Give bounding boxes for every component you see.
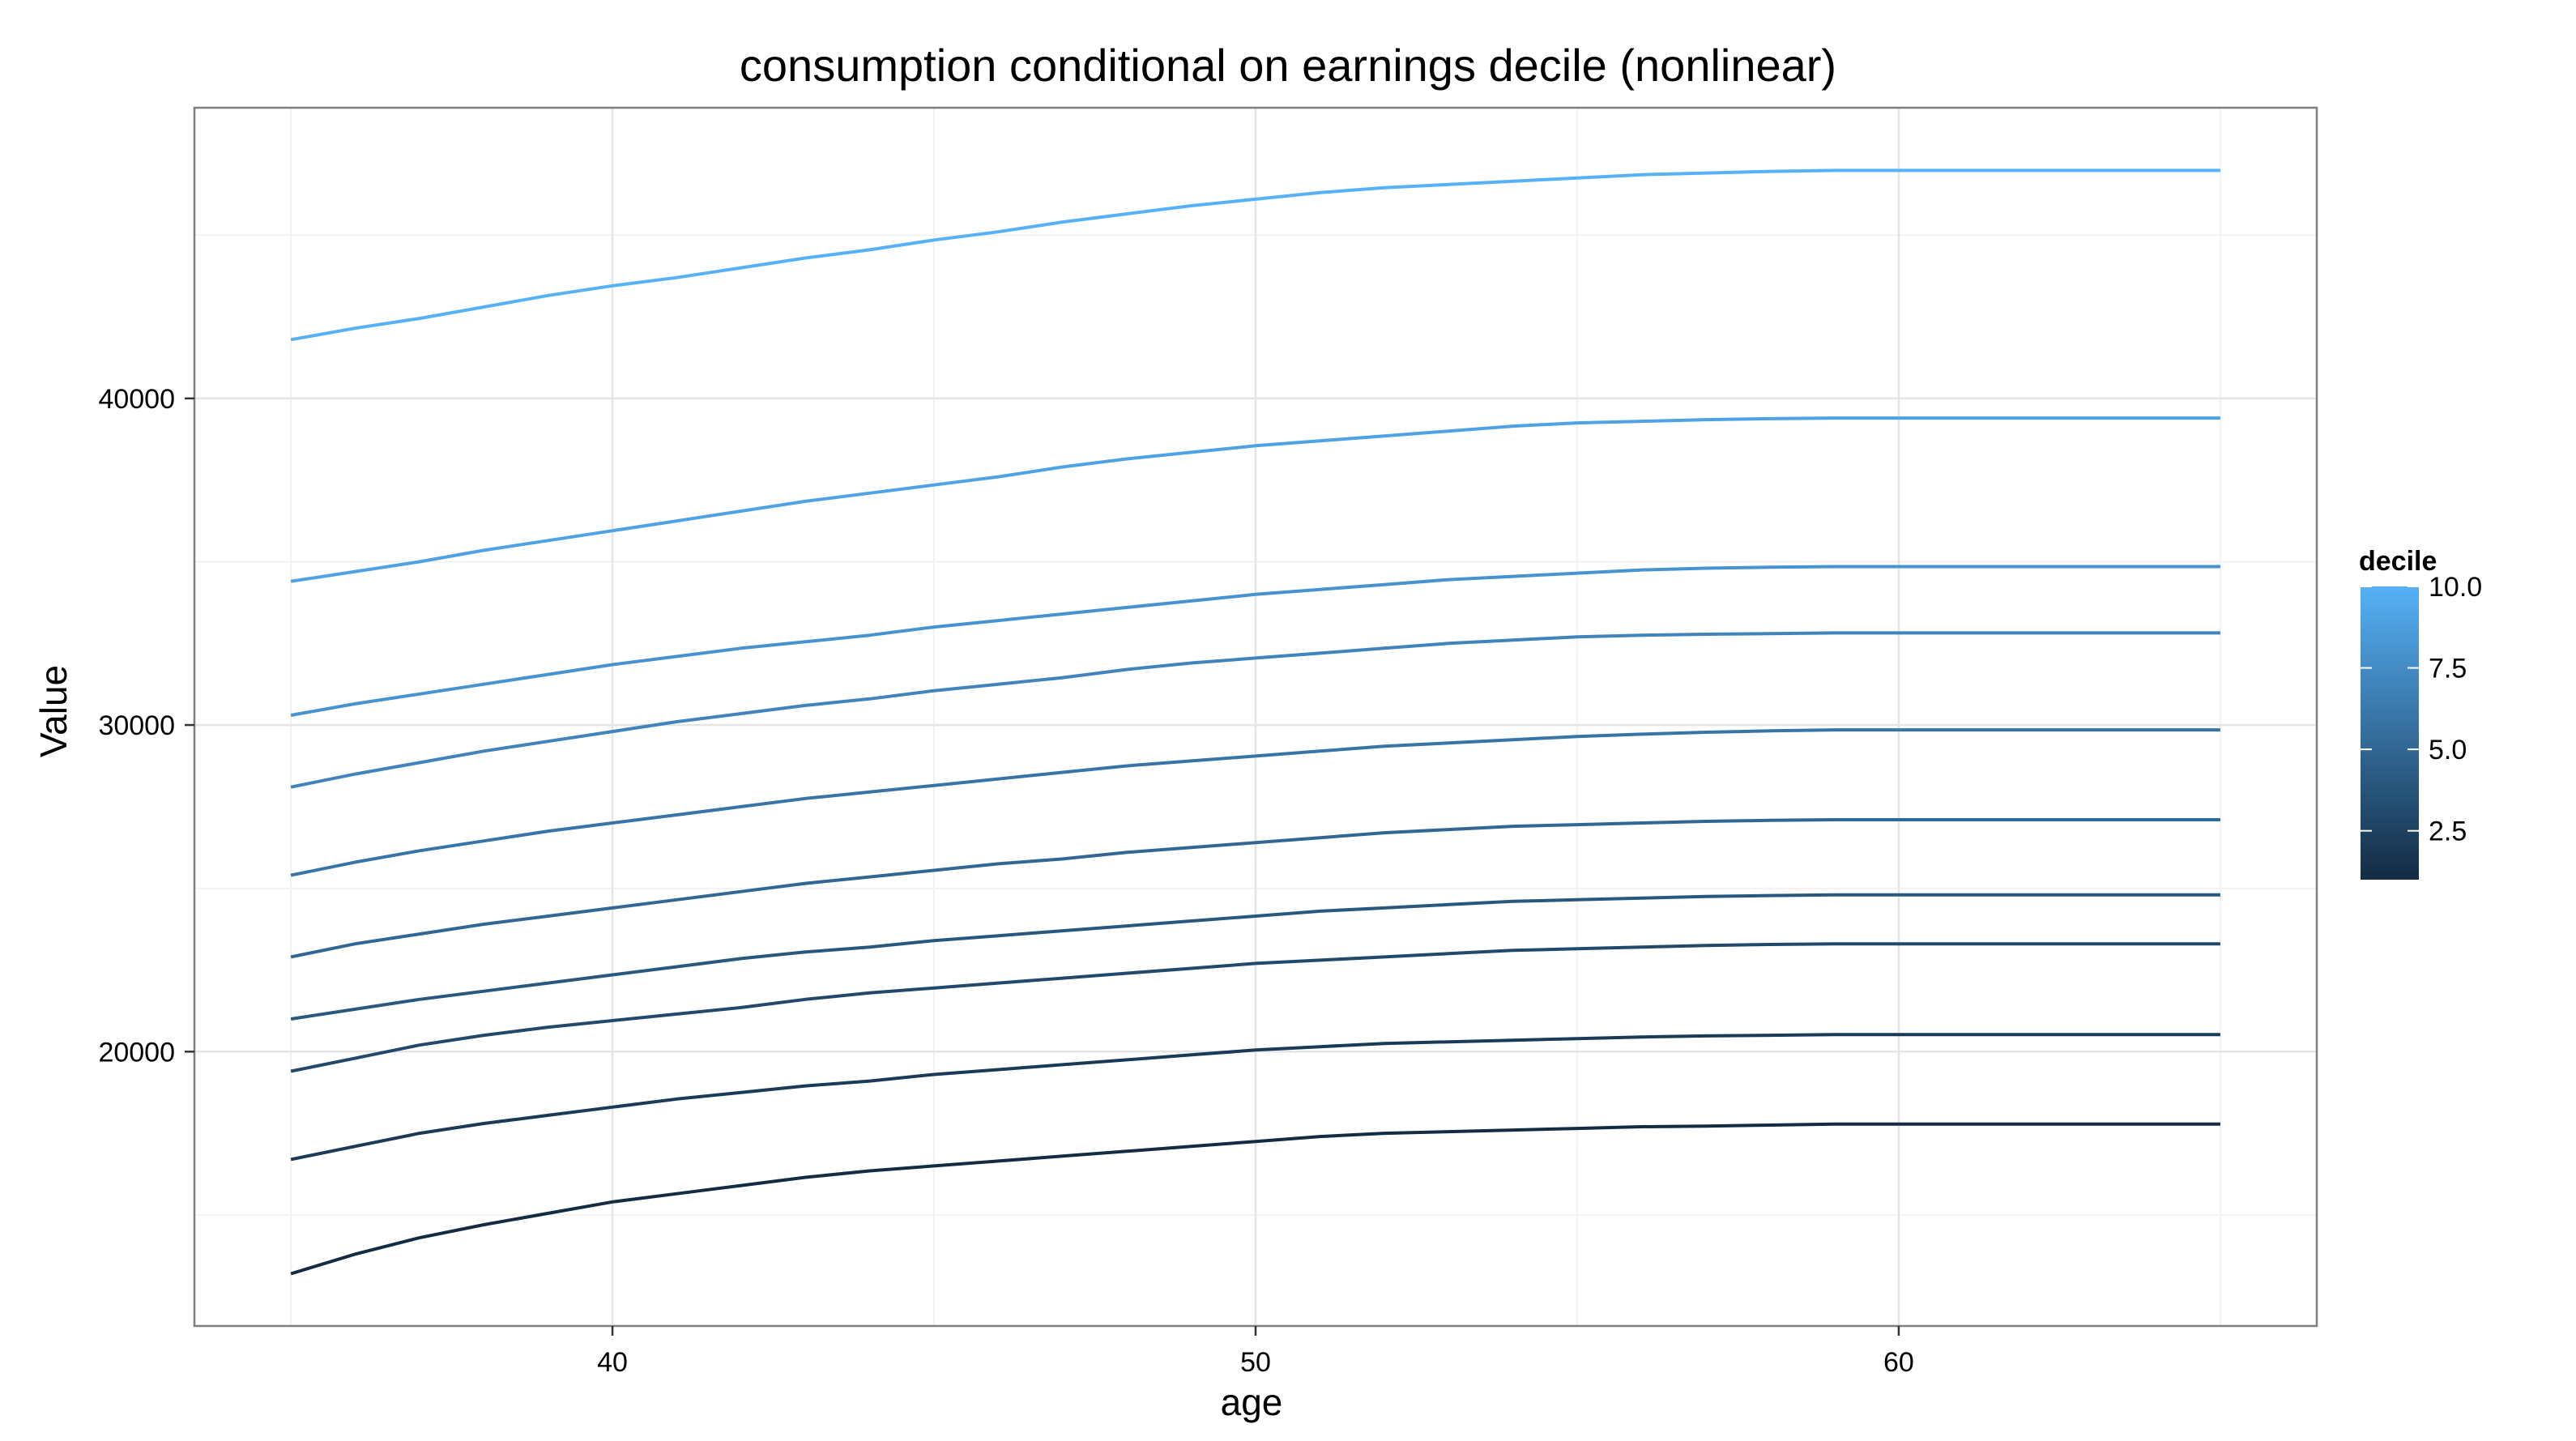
legend-colorbar [2361, 586, 2419, 880]
legend: decile 2.5 5.0 7.5 10.0 [2359, 546, 2482, 880]
y-tick-label: 40000 [98, 384, 175, 415]
series-line-decile-4 [290, 893, 2220, 1021]
x-tick-label: 60 [1883, 1347, 1914, 1378]
series-line-decile-10 [290, 168, 2220, 342]
legend-tick-label: 5.0 [2429, 735, 2467, 765]
x-tick-label: 40 [597, 1347, 628, 1378]
y-tick-label: 20000 [98, 1037, 175, 1068]
series-line-decile-5 [290, 818, 2220, 959]
legend-tick-label: 2.5 [2429, 816, 2467, 847]
plot-area: 40 50 60 20000 30000 40000 [98, 106, 2318, 1378]
series-line-decile-6 [290, 728, 2220, 877]
series-line-decile-9 [290, 416, 2220, 583]
y-axis-title: Value [32, 665, 75, 757]
legend-tick-label: 10.0 [2429, 572, 2482, 603]
series-line-decile-3 [290, 942, 2220, 1073]
series-line-decile-7 [290, 631, 2220, 789]
series-line-decile-2 [290, 1033, 2220, 1162]
x-tick-label: 50 [1240, 1347, 1271, 1378]
legend-title: decile [2359, 546, 2437, 577]
y-tick-label: 30000 [98, 710, 175, 741]
x-axis-title: age [1221, 1381, 1283, 1423]
series-line-decile-1 [290, 1122, 2220, 1276]
legend-tick-label: 7.5 [2429, 654, 2467, 684]
chart-title: consumption conditional on earnings deci… [740, 40, 1836, 91]
series-line-decile-8 [290, 565, 2220, 717]
